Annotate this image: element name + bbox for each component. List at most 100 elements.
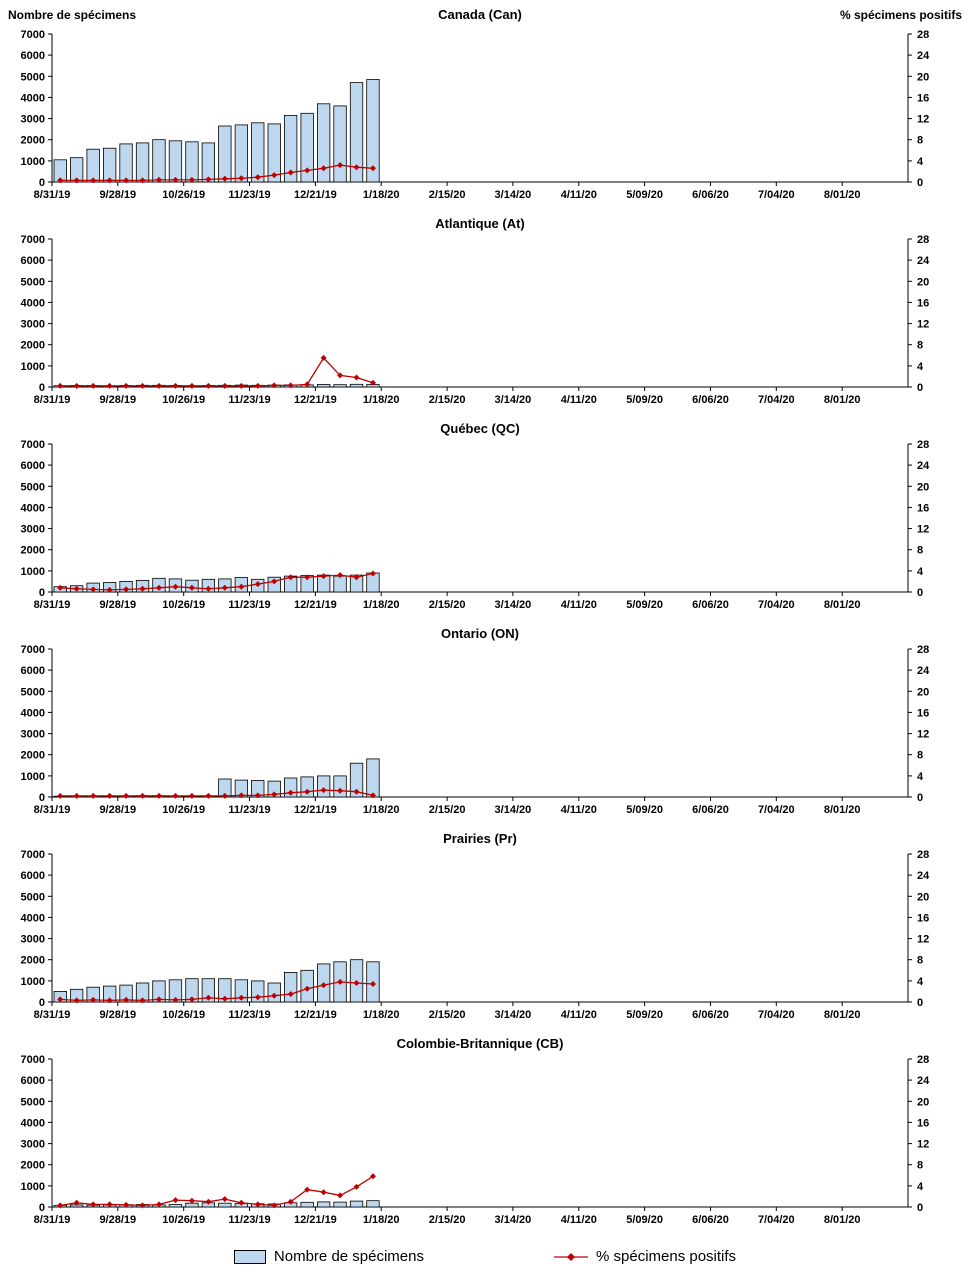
- svg-text:12: 12: [917, 524, 929, 536]
- svg-text:28: 28: [917, 1054, 929, 1066]
- svg-text:2000: 2000: [21, 750, 45, 762]
- svg-text:28: 28: [917, 439, 929, 451]
- svg-text:20: 20: [917, 686, 929, 698]
- svg-text:8/01/20: 8/01/20: [824, 804, 861, 816]
- svg-text:8: 8: [917, 135, 923, 147]
- svg-text:8: 8: [917, 955, 923, 967]
- legend-label-positifs: % spécimens positifs: [596, 1248, 737, 1265]
- axis-lines: [51, 239, 909, 388]
- x-axis: 8/31/19 9/28/19 10/26/19 11/23/19 12/21/19 1/…: [34, 182, 861, 201]
- svg-text:3/14/20: 3/14/20: [495, 1009, 532, 1021]
- svg-text:6000: 6000: [21, 460, 45, 472]
- chart-quebec-qc: 0 1000 2000 3000 4000 5000 6000 7000 0 4 8 12 16 20 24…: [21, 439, 931, 611]
- svg-text:3/14/20: 3/14/20: [495, 189, 532, 201]
- y-axis-left: 0 1000 2000 3000 4000 5000 6000 7000: [21, 644, 52, 804]
- svg-text:10/26/19: 10/26/19: [162, 804, 205, 816]
- left-axis-title: Nombre de spécimens: [8, 8, 137, 22]
- svg-text:6000: 6000: [21, 50, 45, 62]
- svg-text:4000: 4000: [21, 297, 45, 309]
- svg-text:12/21/19: 12/21/19: [294, 1009, 337, 1021]
- svg-text:0: 0: [39, 177, 45, 189]
- svg-text:6000: 6000: [21, 1075, 45, 1087]
- svg-text:2/15/20: 2/15/20: [429, 189, 466, 201]
- svg-text:9/28/19: 9/28/19: [99, 189, 136, 201]
- chart-title: Québec (QC): [440, 421, 520, 436]
- pct-markers: [57, 1173, 376, 1209]
- pct-markers: [57, 354, 376, 389]
- svg-text:28: 28: [917, 644, 929, 656]
- pct-markers: [57, 570, 376, 593]
- bars-series: [53, 758, 380, 798]
- svg-text:0: 0: [39, 382, 45, 394]
- svg-text:3000: 3000: [21, 934, 45, 946]
- svg-text:1000: 1000: [21, 1181, 45, 1193]
- svg-text:11/23/19: 11/23/19: [228, 804, 270, 816]
- svg-text:7000: 7000: [21, 1054, 45, 1066]
- svg-text:9/28/19: 9/28/19: [99, 394, 136, 406]
- svg-text:4: 4: [917, 771, 924, 783]
- svg-text:16: 16: [917, 92, 929, 104]
- svg-text:12/21/19: 12/21/19: [294, 599, 337, 611]
- svg-text:12/21/19: 12/21/19: [294, 1214, 337, 1226]
- svg-text:8/01/20: 8/01/20: [824, 1214, 861, 1226]
- svg-text:5000: 5000: [21, 891, 45, 903]
- y-axis-right: 0 4 8 12 16 20 24 28: [908, 439, 930, 599]
- svg-text:12: 12: [917, 319, 929, 331]
- svg-text:5/09/20: 5/09/20: [626, 1214, 663, 1226]
- page-header: Nombre de spécimens Canada (Can) % spéci…: [0, 6, 970, 28]
- svg-text:5000: 5000: [21, 276, 45, 288]
- svg-text:7000: 7000: [21, 29, 45, 41]
- chart-title-canada: Canada (Can): [438, 7, 522, 22]
- svg-text:7/04/20: 7/04/20: [758, 804, 795, 816]
- svg-text:8/31/19: 8/31/19: [34, 804, 71, 816]
- svg-text:7000: 7000: [21, 439, 45, 451]
- svg-text:12/21/19: 12/21/19: [294, 804, 337, 816]
- svg-text:12/21/19: 12/21/19: [294, 394, 337, 406]
- svg-text:5/09/20: 5/09/20: [626, 804, 663, 816]
- chart-atlantique-at: 0 1000 2000 3000 4000 5000 6000 7000 0 4 8 12 16 20 24…: [21, 234, 931, 406]
- y-axis-right: 0 4 8 12 16 20 24 28: [908, 849, 930, 1009]
- svg-text:7000: 7000: [21, 644, 45, 656]
- svg-text:8: 8: [917, 340, 923, 352]
- svg-text:8/31/19: 8/31/19: [34, 599, 71, 611]
- bar-swatch-icon: [233, 1249, 266, 1264]
- svg-text:0: 0: [917, 792, 923, 804]
- svg-text:1/18/20: 1/18/20: [363, 599, 400, 611]
- svg-text:10/26/19: 10/26/19: [162, 394, 205, 406]
- svg-text:24: 24: [917, 870, 930, 882]
- svg-text:0: 0: [39, 792, 45, 804]
- svg-text:5/09/20: 5/09/20: [626, 394, 663, 406]
- svg-text:4000: 4000: [21, 92, 45, 104]
- svg-text:1/18/20: 1/18/20: [363, 189, 400, 201]
- line-swatch-icon: [554, 1252, 588, 1261]
- svg-text:9/28/19: 9/28/19: [99, 1214, 136, 1226]
- y-axis-left: 0 1000 2000 3000 4000 5000 6000 7000: [21, 439, 52, 599]
- svg-text:0: 0: [39, 1202, 45, 1214]
- svg-text:5/09/20: 5/09/20: [626, 189, 663, 201]
- svg-text:3000: 3000: [21, 729, 45, 741]
- svg-text:4: 4: [917, 1181, 924, 1193]
- svg-text:11/23/19: 11/23/19: [228, 1009, 270, 1021]
- svg-text:8: 8: [917, 750, 923, 762]
- pct-markers: [57, 978, 376, 1004]
- svg-text:8: 8: [917, 1160, 923, 1172]
- svg-text:8/31/19: 8/31/19: [34, 189, 71, 201]
- svg-text:24: 24: [917, 50, 930, 62]
- svg-text:5000: 5000: [21, 481, 45, 493]
- svg-text:4: 4: [917, 156, 924, 168]
- svg-text:8: 8: [917, 545, 923, 557]
- svg-text:4: 4: [917, 976, 924, 988]
- chart-ontario-on: 0 1000 2000 3000 4000 5000 6000 7000 0 4 8 12 16 20 24…: [21, 644, 931, 816]
- svg-text:24: 24: [917, 1075, 930, 1087]
- chart-prairies-pr: 0 1000 2000 3000 4000 5000 6000 7000 0 4 8 12 16 20 24…: [21, 849, 931, 1021]
- svg-text:3/14/20: 3/14/20: [495, 804, 532, 816]
- axis-lines: [51, 1059, 909, 1208]
- svg-text:12: 12: [917, 114, 929, 126]
- svg-text:0: 0: [917, 587, 923, 599]
- svg-text:0: 0: [39, 997, 45, 1009]
- panel-prairies-pr: Prairies (Pr) 0 1000 2000 3000 4000 5000 6000 70…: [0, 830, 970, 1031]
- svg-text:8/01/20: 8/01/20: [824, 1009, 861, 1021]
- svg-text:0: 0: [39, 587, 45, 599]
- svg-text:2000: 2000: [21, 955, 45, 967]
